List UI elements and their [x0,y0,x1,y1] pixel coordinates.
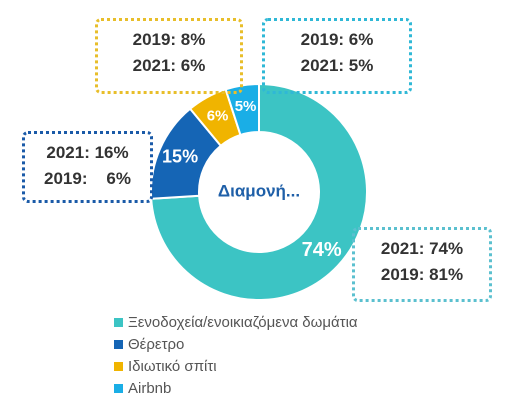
callout-line: 2021: 16% [46,143,129,162]
slice-label-hotels: 74% [302,239,342,261]
callout-resort: 2021: 16% 2019: 6% [22,131,153,203]
legend-swatch [114,339,123,349]
callout-line: 2019: 8% [132,30,206,49]
callout-line: 2019: 81% [380,265,464,284]
callout-line: 2019: 6% [300,30,374,49]
legend-label: Θέρετρο [128,335,185,353]
legend-item: Ξενοδοχεία/ενοικιαζόμενα δωμάτια [114,311,358,333]
callout-line: 2021: 6% [132,56,206,75]
donut-slice-hotels [150,82,368,301]
center-label: Διαμονή... [218,181,300,200]
legend-swatch [114,317,123,327]
slice-label-airbnb: 5% [235,98,257,115]
legend-label: Ιδιωτικό σπίτι [128,357,217,375]
callout-line: 2021: 5% [300,56,374,75]
legend-item: Airbnb [114,377,358,399]
legend-label: Airbnb [128,379,172,397]
slice-label-private-house: 6% [207,108,229,125]
legend-swatch [114,383,123,393]
legend-swatch [114,361,123,371]
callout-airbnb: 2019: 6% 2021: 5% [262,18,412,94]
legend: Ξενοδοχεία/ενοικιαζόμενα δωμάτια Θέρετρο… [114,311,358,399]
callout-private-house: 2019: 8% 2021: 6% [95,18,243,94]
legend-item: Ιδιωτικό σπίτι [114,355,358,377]
legend-item: Θέρετρο [114,333,358,355]
callout-line: 2021: 74% [380,239,464,258]
donut-slice-airbnb [224,82,260,137]
legend-label: Ξενοδοχεία/ενοικιαζόμενα δωμάτια [128,313,358,331]
slice-label-resort: 15% [162,147,198,167]
callout-hotels: 2021: 74% 2019: 81% [352,227,492,302]
callout-line: 2019: 6% [44,169,131,188]
